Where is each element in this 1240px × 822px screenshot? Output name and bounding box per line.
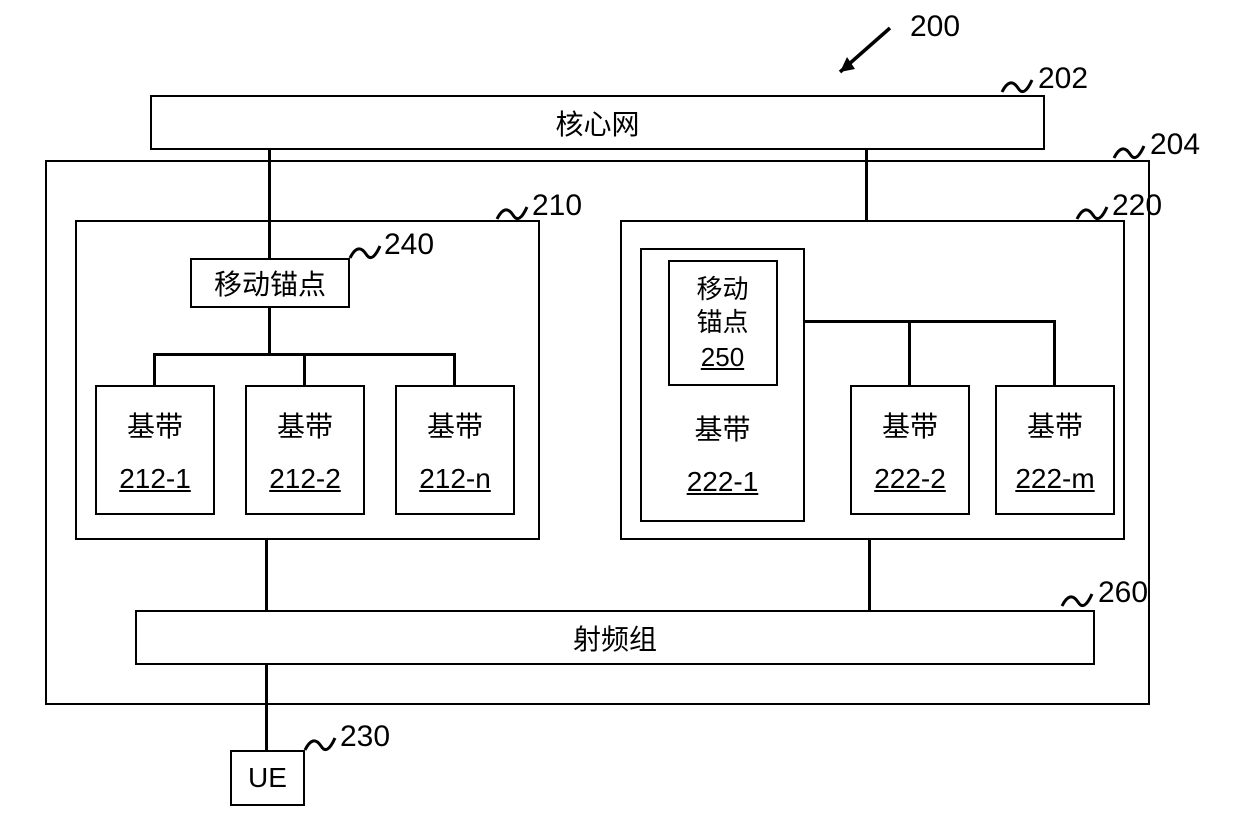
rf-group-label: 射频组 [573, 618, 657, 658]
bb-ref-222-2: 222-2 [874, 463, 946, 495]
conn-left-drop-2 [303, 353, 306, 385]
bb-label-r2: 基带 [882, 405, 938, 445]
squiggle-210 [495, 201, 529, 225]
ref-260: 260 [1098, 576, 1148, 610]
ref-240: 240 [384, 228, 434, 262]
ref-210: 210 [532, 189, 582, 223]
mobile-anchor-250-ref: 250 [701, 342, 744, 373]
bb-label-n: 基带 [427, 405, 483, 445]
mobile-anchor-250: 移动 锚点 250 [668, 260, 778, 386]
conn-right-drop-3 [1053, 320, 1056, 385]
core-network-box: 核心网 [150, 95, 1045, 150]
figure-pointer-arrow [825, 20, 895, 90]
bb-label-rm: 基带 [1027, 405, 1083, 445]
bb-212-n: 基带 212-n [395, 385, 515, 515]
conn-left-rf [265, 540, 268, 610]
figure-ref-200: 200 [910, 10, 960, 44]
bb-212-2: 基带 212-2 [245, 385, 365, 515]
bb-ref-212-2: 212-2 [269, 463, 341, 495]
bb-ref-212-1: 212-1 [119, 463, 191, 495]
conn-240-down [268, 308, 271, 356]
conn-250-out [805, 320, 1056, 323]
bb-label-r1: 基带 [694, 408, 750, 448]
bb-212-1: 基带 212-1 [95, 385, 215, 515]
mobile-anchor-240: 移动锚点 [190, 258, 350, 308]
squiggle-240 [348, 240, 382, 264]
conn-left-drop-3 [453, 353, 456, 385]
squiggle-204 [1112, 140, 1146, 164]
bb-label-2: 基带 [277, 405, 333, 445]
conn-right-rf [868, 540, 871, 610]
bb-label-1: 基带 [127, 405, 183, 445]
ue-label: UE [248, 762, 287, 794]
squiggle-260 [1060, 588, 1094, 612]
conn-right-drop-2 [908, 320, 911, 385]
ref-220: 220 [1112, 189, 1162, 223]
diagram-root: 200 核心网 202 204 210 移动锚点 240 基带 212-1 基带… [0, 0, 1240, 822]
bb-ref-212-n: 212-n [419, 463, 491, 495]
ref-204: 204 [1150, 128, 1200, 162]
bb-222-1: 移动 锚点 250 基带 222-1 [640, 248, 805, 522]
bb-222-2: 基带 222-2 [850, 385, 970, 515]
ue-box: UE [230, 750, 305, 806]
core-network-label: 核心网 [555, 103, 639, 143]
bb-222-m: 基带 222-m [995, 385, 1115, 515]
squiggle-220 [1075, 201, 1109, 225]
rf-group-260: 射频组 [135, 610, 1095, 665]
squiggle-230 [303, 732, 337, 756]
bb-ref-222-1: 222-1 [687, 466, 759, 498]
bb-ref-222-m: 222-m [1015, 463, 1094, 495]
ref-202: 202 [1038, 62, 1088, 96]
mobile-anchor-240-label: 移动锚点 [214, 263, 326, 303]
ref-230: 230 [340, 720, 390, 754]
conn-rf-ue [265, 665, 268, 750]
conn-core-left [268, 150, 271, 258]
conn-left-drop-1 [153, 353, 156, 385]
mobile-anchor-250-label: 移动 锚点 [696, 273, 748, 338]
conn-core-right [865, 150, 868, 220]
squiggle-202 [1000, 74, 1034, 98]
